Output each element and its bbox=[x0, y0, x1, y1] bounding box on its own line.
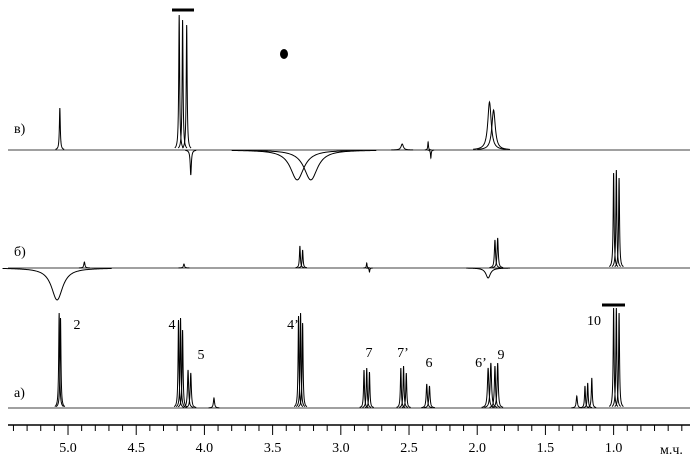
peak bbox=[231, 149, 363, 181]
peak bbox=[571, 394, 583, 409]
peak bbox=[363, 262, 371, 269]
peak-label: 9 bbox=[498, 348, 505, 363]
peak bbox=[366, 267, 373, 273]
peak bbox=[295, 245, 305, 269]
peak bbox=[177, 19, 188, 149]
peak bbox=[185, 149, 197, 176]
x-tick-label: 2.0 bbox=[468, 441, 486, 456]
peak bbox=[298, 249, 308, 269]
peak bbox=[173, 319, 184, 408]
x-tick-label: 1.0 bbox=[605, 441, 623, 456]
peak bbox=[473, 100, 506, 150]
peak bbox=[587, 377, 597, 409]
peak bbox=[55, 107, 65, 150]
peak bbox=[614, 177, 624, 268]
peak bbox=[182, 369, 194, 408]
x-tick-label: 5.0 bbox=[59, 441, 77, 456]
x-tick-label: 2.5 bbox=[400, 441, 418, 456]
x-tick-label: 3.0 bbox=[332, 441, 350, 456]
peak-label: 4’ bbox=[287, 318, 299, 333]
x-unit: м.ч. bbox=[660, 443, 683, 458]
peak bbox=[489, 365, 501, 408]
trace-label: а) bbox=[14, 386, 25, 401]
peak-label: 5 bbox=[198, 348, 205, 363]
peak bbox=[245, 149, 377, 181]
x-tick-label: 3.5 bbox=[264, 441, 282, 456]
peak bbox=[583, 382, 593, 409]
peak bbox=[424, 140, 432, 151]
peak bbox=[466, 267, 510, 279]
peak bbox=[614, 312, 624, 407]
peak bbox=[481, 367, 495, 408]
peak-label: 10 bbox=[587, 314, 601, 329]
peak bbox=[178, 263, 190, 269]
peak bbox=[364, 371, 374, 408]
peak bbox=[423, 385, 435, 409]
peak bbox=[421, 383, 433, 409]
peak-label: 7’ bbox=[397, 346, 409, 361]
peak bbox=[185, 372, 197, 408]
peak bbox=[492, 362, 504, 408]
peak-label: 7 bbox=[366, 346, 373, 361]
peak bbox=[611, 307, 622, 407]
peak bbox=[492, 237, 504, 269]
peak bbox=[489, 239, 501, 269]
spot bbox=[280, 49, 288, 59]
peak bbox=[55, 317, 66, 408]
x-tick-label: 4.5 bbox=[127, 441, 145, 456]
peak bbox=[298, 322, 308, 408]
peak bbox=[477, 108, 510, 150]
peak bbox=[2, 267, 112, 301]
peak bbox=[181, 24, 192, 149]
peak bbox=[295, 312, 306, 407]
peak bbox=[399, 365, 409, 408]
peak bbox=[175, 317, 186, 408]
peak-label: 4 bbox=[169, 318, 176, 333]
x-tick-label: 4.0 bbox=[196, 441, 214, 456]
peak bbox=[391, 143, 414, 151]
x-tick-label: 1.5 bbox=[537, 441, 555, 456]
peak bbox=[208, 396, 220, 409]
trace-label: в) bbox=[14, 122, 26, 137]
peak bbox=[484, 362, 498, 408]
peak bbox=[293, 315, 304, 408]
peak bbox=[174, 14, 184, 149]
peak bbox=[362, 367, 372, 408]
peak bbox=[54, 312, 64, 407]
peak-label: 6’ bbox=[475, 356, 487, 371]
peak bbox=[427, 149, 435, 160]
peak-label: 2 bbox=[74, 318, 81, 333]
peak bbox=[401, 372, 411, 408]
peak bbox=[78, 261, 90, 269]
trace-label: б) bbox=[14, 245, 26, 260]
peak bbox=[611, 169, 622, 267]
peak-label: 6 bbox=[426, 356, 433, 371]
